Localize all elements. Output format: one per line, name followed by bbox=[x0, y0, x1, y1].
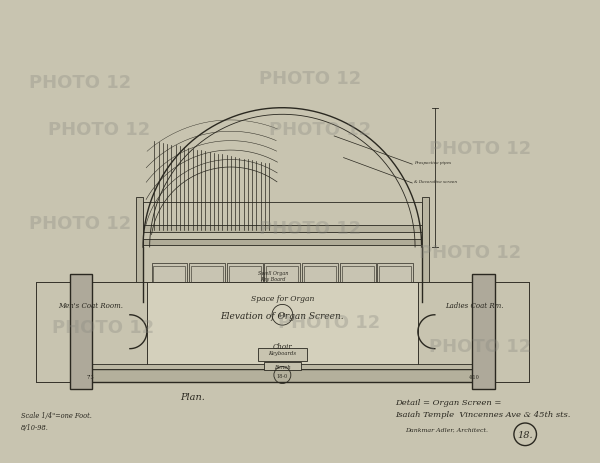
Text: Space for Organ: Space for Organ bbox=[251, 294, 314, 302]
Bar bbox=[265, 263, 300, 295]
Text: PHOTO 12: PHOTO 12 bbox=[429, 140, 531, 158]
Bar bbox=[377, 263, 413, 295]
Text: Bench: Bench bbox=[274, 364, 291, 369]
Bar bbox=[154, 266, 185, 293]
Bar bbox=[418, 282, 529, 382]
Bar bbox=[302, 263, 338, 295]
Text: PHOTO 12: PHOTO 12 bbox=[429, 337, 531, 355]
Bar bbox=[258, 348, 307, 361]
Text: PHOTO 12: PHOTO 12 bbox=[48, 121, 150, 139]
Text: PHOTO 12: PHOTO 12 bbox=[278, 313, 380, 332]
Bar bbox=[304, 266, 336, 293]
Text: 7'3: 7'3 bbox=[86, 375, 94, 380]
Text: Prospective pipes: Prospective pipes bbox=[414, 161, 451, 165]
Bar bbox=[147, 282, 418, 382]
Text: Elevation of Organ Screen.: Elevation of Organ Screen. bbox=[221, 312, 344, 320]
Text: Dankmar Adler, Architect.: Dankmar Adler, Architect. bbox=[405, 426, 488, 431]
Bar bbox=[422, 198, 429, 302]
Text: Scale 1/4"=one Foot.
8/10-98.: Scale 1/4"=one Foot. 8/10-98. bbox=[21, 412, 92, 431]
Text: PHOTO 12: PHOTO 12 bbox=[259, 220, 362, 238]
Bar bbox=[71, 369, 493, 382]
Bar bbox=[143, 202, 422, 302]
Bar bbox=[152, 263, 187, 295]
Text: PHOTO 12: PHOTO 12 bbox=[29, 74, 131, 92]
Bar bbox=[227, 263, 263, 295]
Text: Detail = Organ Screen =
Isaiah Temple  Vincennes Ave & 45th sts.: Detail = Organ Screen = Isaiah Temple Vi… bbox=[395, 398, 571, 418]
Bar bbox=[191, 266, 223, 293]
Text: 18-0: 18-0 bbox=[277, 373, 288, 378]
Bar bbox=[379, 266, 412, 293]
Bar bbox=[341, 266, 374, 293]
Text: PHOTO 12: PHOTO 12 bbox=[269, 121, 371, 139]
Text: PHOTO 12: PHOTO 12 bbox=[259, 69, 362, 88]
Text: Swell Organ
Key Board: Swell Organ Key Board bbox=[258, 270, 288, 281]
Text: 18.: 18. bbox=[517, 430, 533, 439]
Bar bbox=[472, 275, 495, 389]
Bar bbox=[266, 266, 298, 293]
Bar bbox=[136, 198, 143, 302]
Bar bbox=[229, 266, 261, 293]
Text: PHOTO 12: PHOTO 12 bbox=[419, 243, 522, 261]
Bar bbox=[263, 362, 301, 370]
Bar bbox=[36, 282, 529, 382]
Text: PHOTO 12: PHOTO 12 bbox=[52, 319, 155, 336]
Text: Men's Coat Room.: Men's Coat Room. bbox=[58, 302, 123, 310]
Text: Plan.: Plan. bbox=[181, 392, 205, 401]
Bar bbox=[143, 239, 422, 245]
Bar bbox=[70, 275, 92, 389]
Text: Ladies Coat Rm.: Ladies Coat Rm. bbox=[445, 302, 503, 310]
Text: Keyboards: Keyboards bbox=[268, 350, 296, 355]
Bar bbox=[340, 263, 376, 295]
Bar bbox=[143, 226, 422, 232]
Text: 4-4: 4-4 bbox=[278, 313, 287, 318]
Text: Choir: Choir bbox=[272, 342, 292, 350]
Bar bbox=[85, 364, 480, 369]
Text: 4'10: 4'10 bbox=[469, 375, 480, 380]
Bar bbox=[189, 263, 225, 295]
Text: PHOTO 12: PHOTO 12 bbox=[29, 215, 131, 233]
Bar bbox=[36, 282, 147, 382]
Text: & Decorative screen: & Decorative screen bbox=[414, 180, 457, 184]
